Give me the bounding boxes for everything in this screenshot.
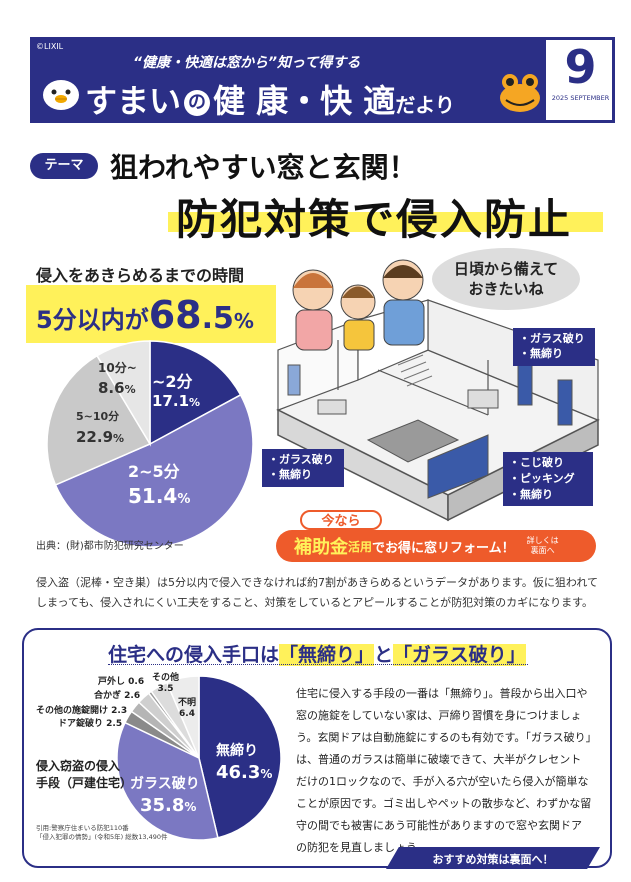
pie2-label-sonota: その他 3.5 (152, 673, 179, 695)
pie2-slice-glass (116, 721, 219, 841)
callout-bottom-right-item-1: ・こじ破り (509, 456, 564, 469)
title-kenko-kaiteki: 健 康・快 適 (213, 82, 396, 120)
title-sumai: すまい (85, 82, 182, 120)
header-banner: ©LIXIL “健康・快適は窓から”知って得する すまいの健 康・快 適だより (30, 37, 615, 123)
time-chart-highlight-text: 5分以内が68.5% (36, 293, 254, 337)
highlight-prefix: 5分以内が (36, 306, 149, 334)
time-chart-heading: 侵入をあきらめるまでの時間 (36, 266, 245, 285)
callout-bottom-right-item-2: ・ピッキング (509, 472, 575, 485)
callout-left-item-1: ・ガラス破り (268, 453, 334, 466)
pie2-glass-name: ガラス破り (130, 776, 200, 792)
speech-bubble-text: 日頃から備えて おきたいね (453, 260, 559, 298)
issue-box: 9 2025 SEPTEMBER (549, 40, 612, 120)
section2-title-mid: と (374, 644, 394, 666)
pie1-slice-2to5min (54, 393, 254, 548)
pie2-slice-mushimari (198, 675, 282, 839)
pie1-label-2min: ~2分 17.1% (152, 372, 200, 412)
pie2-label-mushimari: 無締り 46.3% (216, 740, 272, 785)
promo-detail: 詳しくは 裏面へ (526, 536, 559, 555)
theme-title: 防犯対策で侵入防止 (176, 195, 573, 244)
pie1-over10-value: 8.6% (98, 379, 136, 397)
highlight-dot: . (201, 301, 213, 336)
pie2-label-glass: ガラス破り 35.8% (130, 773, 200, 818)
callout-top-right: ・ガラス破り ・無締り (513, 328, 595, 366)
pie1-label-over10: 10分~ 8.6% (98, 359, 137, 399)
issue-date: 2025 SEPTEMBER (551, 94, 610, 102)
pie2-fumei-name: 不明 (178, 698, 197, 708)
callout-top-right-item-1: ・ガラス破り (519, 332, 585, 345)
pie1-slice-over10min (95, 340, 151, 447)
time-pie-chart (46, 340, 254, 548)
pie1-10min-name: 5~10分 (76, 410, 120, 423)
pie2-slice-fumei (165, 675, 200, 759)
time-chart-highlight (26, 285, 276, 343)
promo-now-label: 今なら (300, 510, 382, 530)
pie2-glass-value: 35.8% (140, 795, 197, 816)
pie1-over10-name: 10分~ (98, 361, 137, 375)
section2-term1: 「無締り」 (279, 644, 375, 666)
pie1-2min-name: ~2分 (152, 372, 193, 391)
callout-bottom-right: ・こじ破り ・ピッキング ・無締り (503, 452, 593, 506)
header-title-panel: ©LIXIL “健康・快適は窓から”知って得する すまいの健 康・快 適だより (33, 40, 546, 120)
section2-body: 住宅に侵入する手段の一番は「無締り」。普段から出入口や窓の施錠をしていない家は、… (296, 687, 592, 854)
pie1-label-5min: 2~5分 51.4% (128, 460, 190, 512)
theme-badge: テーマ (30, 153, 98, 179)
pie2-label-fumei: 不明 6.4 (178, 698, 196, 720)
section2-title-underline (108, 664, 528, 665)
intrusion-pie-chart (116, 675, 282, 841)
pie1-label-10min: 5~10分 22.9% (76, 407, 124, 449)
promo-rest: でお得に窓リフォーム！ (372, 540, 515, 556)
callout-bottom-right-item-3: ・無締り (509, 488, 553, 501)
pie1-5min-name: 2~5分 (128, 462, 180, 481)
pie2-label-other-lock: その他の施錠開け 2.3 (36, 706, 128, 716)
section2-term2: 「ガラス破り」 (393, 644, 526, 666)
pie1-10min-value: 22.9% (76, 428, 125, 446)
pie2-fumei-value: 6.4 (179, 709, 195, 719)
callout-left: ・ガラス破り ・無締り (262, 449, 344, 487)
pie1-slice-5to10min (46, 354, 152, 486)
time-chart-source: 出典：(財)都市防犯研究センター (36, 541, 184, 552)
copyright: ©LIXIL (36, 42, 64, 51)
theme-title-highlight (168, 212, 603, 232)
title-main: すまいの健 康・快 適だより (85, 76, 455, 122)
intro-text: 侵入盗（泥棒・空き巣）は5分以内で侵入できなければ約7割があきらめるというデータ… (36, 576, 599, 609)
tagline: “健康・快適は窓から”知って得する (133, 55, 361, 71)
promo-subsidy: 補助金 (294, 537, 348, 558)
callout-left-item-2: ・無締り (268, 468, 312, 481)
chick-mascot-icon (41, 76, 81, 116)
cta-to-back[interactable]: おすすめ対策は裏面へ！ (386, 847, 600, 869)
pie2-label-tohazushi: 戸外し 0.6 (98, 677, 145, 687)
pie1-2min-value: 17.1% (152, 392, 201, 410)
title-no: の (184, 90, 211, 116)
promo-now: 今なら (321, 514, 361, 529)
promo-banner[interactable]: 補助金 活用 でお得に窓リフォーム！ 詳しくは 裏面へ (276, 530, 596, 562)
highlight-big: 68 (148, 293, 202, 337)
frog-mascot-icon (498, 70, 542, 118)
section2-citation: 引用:警察庁住まいる防犯110番 「侵入犯罪の情勢」(令和5年) 総数13,49… (36, 824, 168, 841)
highlight-small: 5 (213, 301, 234, 336)
callout-top-right-item-2: ・無締り (519, 347, 563, 360)
pie2-label-aikagi: 合かぎ 2.6 (94, 691, 141, 701)
section2-chart-caption: 侵入窃盗の侵入 手段（戸建住宅） (36, 759, 133, 790)
pie2-mushimari-value: 46.3% (216, 762, 273, 783)
section2-title-pre: 住宅への侵入手口は (108, 644, 280, 666)
cta-label: おすすめ対策は裏面へ！ (432, 853, 554, 866)
pie1-5min-value: 51.4% (128, 484, 191, 508)
theme-subtitle: 狙われやすい窓と玄関！ (110, 151, 417, 184)
issue-number: 9 (564, 40, 597, 94)
title-dayori: だより (395, 93, 455, 117)
promo-use: 活用 (348, 539, 373, 554)
section2-box (22, 628, 612, 868)
section2-title: 住宅への侵入手口は「無締り」と「ガラス破り」 (108, 640, 526, 667)
pie2-sonota-name: その他 (152, 673, 180, 683)
pie2-label-door: ドア錠破り 2.5 (58, 719, 123, 729)
pie2-sonota-value: 3.5 (157, 684, 174, 694)
highlight-pct: % (233, 309, 254, 333)
pie1-slice-under2min (149, 340, 242, 446)
pie2-mushimari-name: 無締り (216, 743, 258, 759)
speech-bubble: 日頃から備えて おきたいね (432, 248, 580, 310)
